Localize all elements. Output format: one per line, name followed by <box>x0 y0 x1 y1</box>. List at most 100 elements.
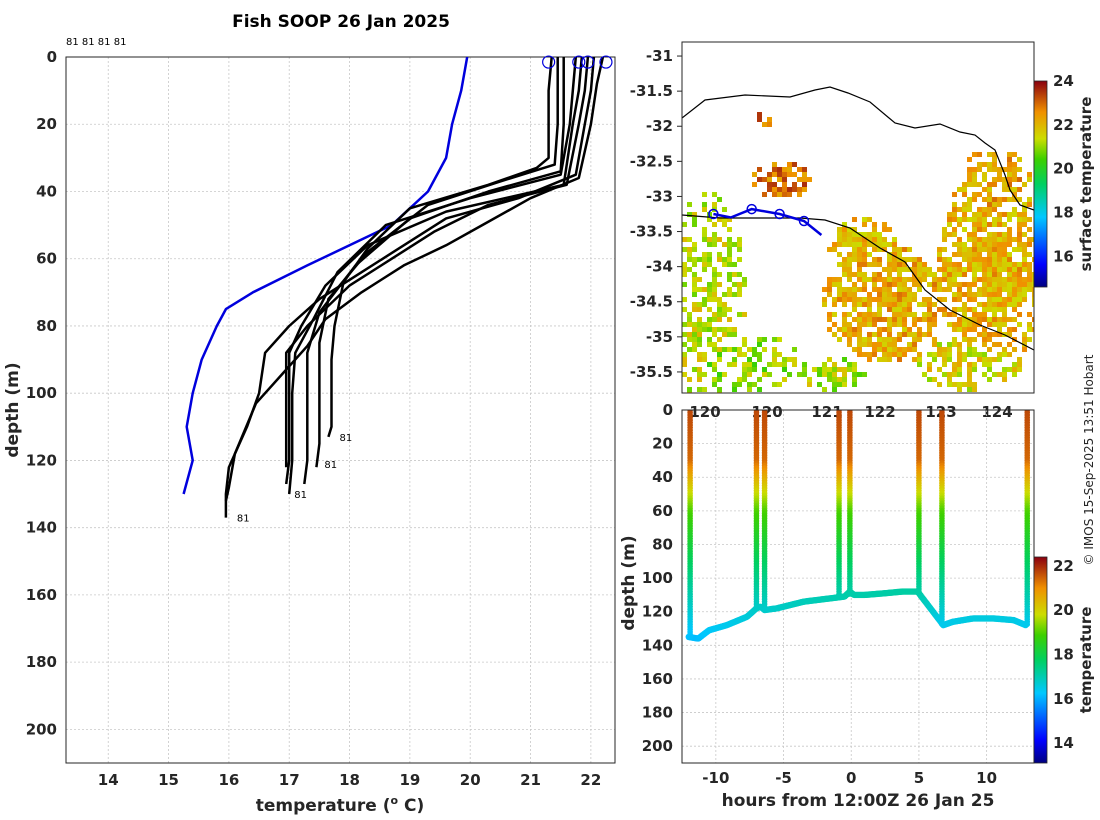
sst-cell <box>892 282 897 287</box>
sst-cell <box>737 237 742 242</box>
sst-cell <box>997 322 1002 327</box>
sst-cell <box>862 242 867 247</box>
sst-cell <box>782 377 787 382</box>
sst-cell <box>732 382 737 387</box>
sst-cell <box>1022 337 1027 342</box>
sst-cell <box>697 387 702 392</box>
sst-cell <box>867 332 872 337</box>
bottom-marker-label: 81 <box>339 433 352 444</box>
sst-cell <box>832 277 837 282</box>
sst-cell <box>702 352 707 357</box>
sst-cell <box>967 292 972 297</box>
sst-cell <box>1012 307 1017 312</box>
sst-cell <box>967 342 972 347</box>
sst-cell <box>892 267 897 272</box>
sst-cell <box>727 317 732 322</box>
cast-point <box>1024 621 1031 628</box>
sst-cell <box>1002 347 1007 352</box>
sst-cell <box>887 297 892 302</box>
sst-cell <box>782 182 787 187</box>
sst-cell <box>897 352 902 357</box>
sst-cell <box>1032 317 1034 322</box>
sst-cell <box>947 347 952 352</box>
sst-cell <box>737 292 742 297</box>
sst-cell <box>862 252 867 257</box>
sst-cell <box>942 362 947 367</box>
sst-cell <box>882 292 887 297</box>
sst-cell <box>982 312 987 317</box>
sst-cell <box>717 197 722 202</box>
sst-cell <box>1027 217 1032 222</box>
sst-cell <box>917 302 922 307</box>
sst-cell <box>927 267 932 272</box>
sst-cell <box>1017 267 1022 272</box>
sst-cell <box>912 357 917 362</box>
sst-cell <box>1007 327 1012 332</box>
y-tick-label: 40 <box>652 468 673 486</box>
sst-cell <box>982 237 987 242</box>
sst-cell <box>927 367 932 372</box>
sst-cell <box>917 267 922 272</box>
sst-cell <box>727 327 732 332</box>
sst-cell <box>727 217 732 222</box>
sst-cell <box>1017 282 1022 287</box>
sst-cell <box>767 182 772 187</box>
sst-cell <box>757 387 762 392</box>
sst-cell <box>882 302 887 307</box>
sst-cell <box>827 292 832 297</box>
sst-cell <box>697 257 702 262</box>
sst-cell <box>807 377 812 382</box>
sst-cell <box>912 332 917 337</box>
sst-cell <box>957 347 962 352</box>
sst-cell <box>1002 197 1007 202</box>
sst-cell <box>1032 302 1034 307</box>
sst-cell <box>877 347 882 352</box>
lat-tick-label: -32 <box>646 117 673 135</box>
sst-cell <box>997 222 1002 227</box>
sst-cell <box>1027 227 1032 232</box>
sst-cell <box>997 332 1002 337</box>
sst-cell <box>752 182 757 187</box>
sst-cell <box>822 372 827 377</box>
sst-cell <box>722 332 727 337</box>
sst-cell <box>1002 377 1007 382</box>
sst-cell <box>962 282 967 287</box>
sst-cell <box>972 337 977 342</box>
sst-cell <box>832 247 837 252</box>
sst-cell <box>867 262 872 267</box>
sst-cell <box>1017 212 1022 217</box>
sst-cell <box>842 367 847 372</box>
sst-cell <box>907 267 912 272</box>
sst-cell <box>792 182 797 187</box>
sst-cell <box>867 337 872 342</box>
sst-cell <box>922 267 927 272</box>
sst-cell <box>762 177 767 182</box>
sst-cell <box>862 232 867 237</box>
sst-cell <box>837 262 842 267</box>
sst-cell <box>842 242 847 247</box>
sst-cell <box>952 272 957 277</box>
sst-cell <box>792 362 797 367</box>
sst-cell <box>947 222 952 227</box>
sst-cell <box>797 372 802 377</box>
sst-cell <box>757 112 762 117</box>
sst-cell <box>752 367 757 372</box>
sst-cell <box>977 332 982 337</box>
sst-cell <box>932 352 937 357</box>
sst-cell <box>877 277 882 282</box>
sst-cell <box>682 307 687 312</box>
sst-cell <box>697 332 702 337</box>
sst-cell <box>997 307 1002 312</box>
sst-cell <box>877 247 882 252</box>
sst-cell <box>982 307 987 312</box>
sst-cell <box>782 357 787 362</box>
sst-cell <box>947 217 952 222</box>
sst-cell <box>707 217 712 222</box>
sst-cell <box>967 347 972 352</box>
sst-cell <box>702 357 707 362</box>
sst-cell <box>747 367 752 372</box>
sst-cell <box>727 252 732 257</box>
sst-cell <box>887 292 892 297</box>
sst-cell <box>722 302 727 307</box>
sst-cell <box>832 367 837 372</box>
